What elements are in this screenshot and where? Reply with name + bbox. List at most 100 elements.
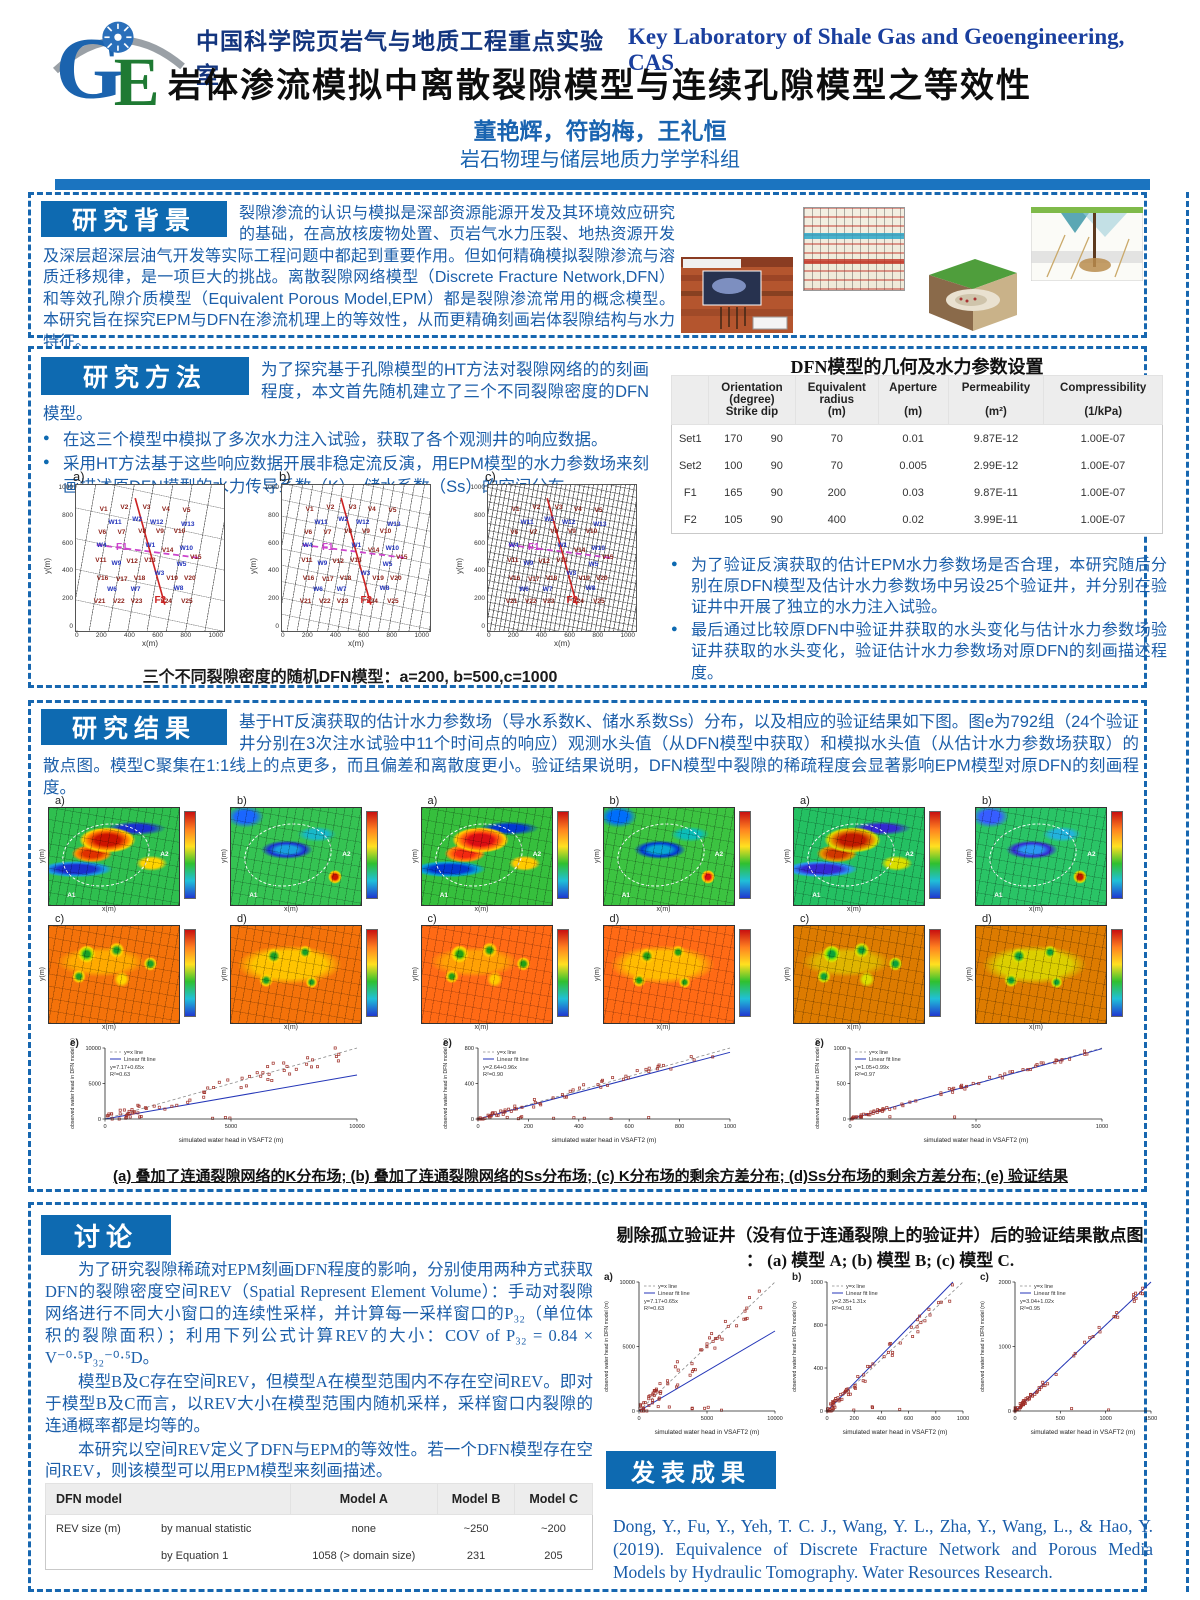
well-label: V5 <box>388 507 397 515</box>
fracture-overlay <box>794 808 924 905</box>
well-label: V15 <box>189 554 202 562</box>
y-axis-ticks: 1000 800 600 400 200 0 <box>264 484 279 630</box>
heatmap-panel: b) y(m) A1 A2 x(m) <box>221 795 395 913</box>
fracture-overlay <box>603 926 734 1023</box>
svg-text:500: 500 <box>1056 1416 1065 1422</box>
header-divider-bar <box>55 179 1150 190</box>
colorbar <box>184 811 196 899</box>
well-label: W11 <box>108 519 122 527</box>
x-axis-label: x(m) <box>348 639 364 648</box>
fracture-overlay <box>976 926 1106 1023</box>
well-label: V6 <box>304 529 313 537</box>
well-label: V19 <box>372 574 384 582</box>
parameter-field-heatmap <box>602 925 735 1024</box>
fracture-overlay <box>49 926 179 1023</box>
dfn-network-plot: V1 V2 V3 V4 V5 W11 W2 W12 W13 V6 V7 V8 V9 V10 W4 W1 V14 W… <box>487 484 637 632</box>
table-cell: 9.87E-11 <box>974 486 1018 499</box>
region-label: A1 <box>812 892 821 900</box>
svg-text:0: 0 <box>103 1124 106 1130</box>
x-axis-label: x(m) <box>656 906 671 913</box>
svg-text:R²=0.90: R²=0.90 <box>483 1072 503 1078</box>
well-label: W4 <box>96 542 107 550</box>
well-label: W13 <box>593 520 607 528</box>
well-label: W10 <box>591 545 605 553</box>
table-cell: ~200 <box>541 1522 566 1535</box>
well-label: V23 <box>542 597 555 605</box>
lab-name-english: Key Laboratory of Shale Gas and Geoengin… <box>628 24 1125 75</box>
table-cell: 231 <box>466 1549 486 1562</box>
well-label: V15 <box>395 554 408 562</box>
svg-text:simulated water head in VSAFT2: simulated water head in VSAFT2 (m) <box>843 1429 948 1436</box>
well-label: W2 <box>544 516 554 524</box>
well-label: V25 <box>387 597 399 605</box>
results-figure-caption: (a) 叠加了连通裂隙网络的K分布场; (b) 叠加了连通裂隙网络的Ss分布场;… <box>113 1168 1068 1185</box>
well-label: V12 <box>126 558 138 566</box>
y-axis-ticks: 1000 800 600 400 200 0 <box>470 484 485 630</box>
x-axis-label: x(m) <box>474 1024 489 1031</box>
panel-letter: a) <box>73 469 85 484</box>
svg-text:0: 0 <box>1013 1416 1016 1422</box>
svg-text:y=7.17+0.65x: y=7.17+0.65x <box>644 1299 678 1305</box>
colorbar <box>929 811 941 899</box>
svg-text:0: 0 <box>1008 1409 1011 1415</box>
fracture-overlay <box>231 926 361 1023</box>
svg-text:observed water head in DFN mod: observed water head in DFN model (m) <box>792 1301 798 1392</box>
section-heading-publication: 发表成果 <box>606 1451 776 1489</box>
lab-name-chinese: 中国科学院页岩气与地质工程重点实验室 <box>196 29 604 88</box>
well-label: V11 <box>95 557 107 564</box>
well-label: W3 <box>566 570 577 578</box>
table-cell: 400 <box>827 513 846 526</box>
region-label: A2 <box>714 850 724 858</box>
well-label: V4 <box>161 505 170 513</box>
heatmap-panel: d) y(m) x(m) <box>966 913 1140 1031</box>
svg-text:simulated water head in VSAFT2: simulated water head in VSAFT2 (m) <box>1031 1429 1136 1436</box>
y-axis-label: y(m) <box>43 558 52 574</box>
well-label: V8 <box>344 527 353 535</box>
log-band <box>804 258 904 264</box>
dfn-network-plot: V1 V2 V3 V4 V5 W11 W2 W12 W13 V6 V7 V8 V9 V10 W4 W1 V14 W… <box>75 484 225 632</box>
x-axis-label: x(m) <box>102 1024 116 1031</box>
svg-text:0: 0 <box>637 1416 640 1422</box>
region-label: A2 <box>532 850 542 858</box>
validation-bullet: 最后通过比较原DFN中验证井获取的水头变化与估计水力参数场验证井获取的水头变化，… <box>671 620 1167 683</box>
panel-letter: b) <box>609 795 620 807</box>
section-discussion: 讨论 为了研究裂隙稀疏对EPM刻画DFN程度的影响，分别使用两种方式获取DFN的… <box>28 1202 1157 1592</box>
x-axis-ticks: 0 200 400 600 800 1000 <box>281 632 429 639</box>
svg-text:R²=0.63: R²=0.63 <box>110 1072 130 1078</box>
svg-text:800: 800 <box>674 1124 683 1130</box>
svg-text:1000: 1000 <box>1099 1416 1111 1422</box>
parameter-table-title: DFN模型的几何及水力参数设置 <box>790 357 1044 377</box>
well-label: W13 <box>387 520 401 528</box>
x-axis-label: x(m) <box>284 906 298 913</box>
svg-text:R²=0.63: R²=0.63 <box>644 1306 664 1312</box>
svg-text:800: 800 <box>931 1416 940 1422</box>
panel-letter: d) <box>609 913 620 925</box>
y-axis-label: y(m) <box>411 849 419 864</box>
section-heading-background: 研究背景 <box>41 201 227 237</box>
well-label: V16 <box>96 574 109 582</box>
well-label: W7 <box>542 586 553 594</box>
validation-scatter-wrap: 0 200 400 600 800 1000 0 400 800 simulated water … <box>440 1035 770 1150</box>
well-label: W12 <box>356 519 370 527</box>
well-label: V14 <box>367 546 380 554</box>
table-cell: 170 <box>724 432 743 445</box>
parameter-field-heatmap: A1 A2 <box>793 807 925 906</box>
panel-letter: a) <box>55 795 65 807</box>
well-label: V7 <box>117 529 126 537</box>
well-label: W7 <box>336 586 347 594</box>
well-label: V11 <box>301 557 313 564</box>
discussion-paragraph-2: 模型B及C存在空间REV，但模型A在模型范围内不存在空间REV。即对于模型B及C… <box>45 1371 593 1435</box>
results-model-group: a) y(m) A1 A2 x(m) b) y(m) A1 A2 x(m) c) y(m) x(m) d)… <box>39 795 397 1150</box>
svg-text:0: 0 <box>820 1409 823 1415</box>
well-label: V22 <box>319 597 331 605</box>
well-label: V7 <box>529 529 538 537</box>
well-label: W10 <box>385 545 399 553</box>
well-label: W11 <box>314 519 328 527</box>
table-cell: ~250 <box>463 1522 489 1535</box>
panel-letter: c) <box>55 913 65 925</box>
discussion-scatter-panel: 0 500 1000 1500 0 1000 2000 simulated water hea… <box>977 1269 1159 1442</box>
heatmap-panel: c) y(m) x(m) <box>412 913 586 1031</box>
parameter-field-heatmap <box>975 925 1107 1024</box>
table-cell: 200 <box>827 486 846 499</box>
well-label: W12 <box>150 519 164 527</box>
